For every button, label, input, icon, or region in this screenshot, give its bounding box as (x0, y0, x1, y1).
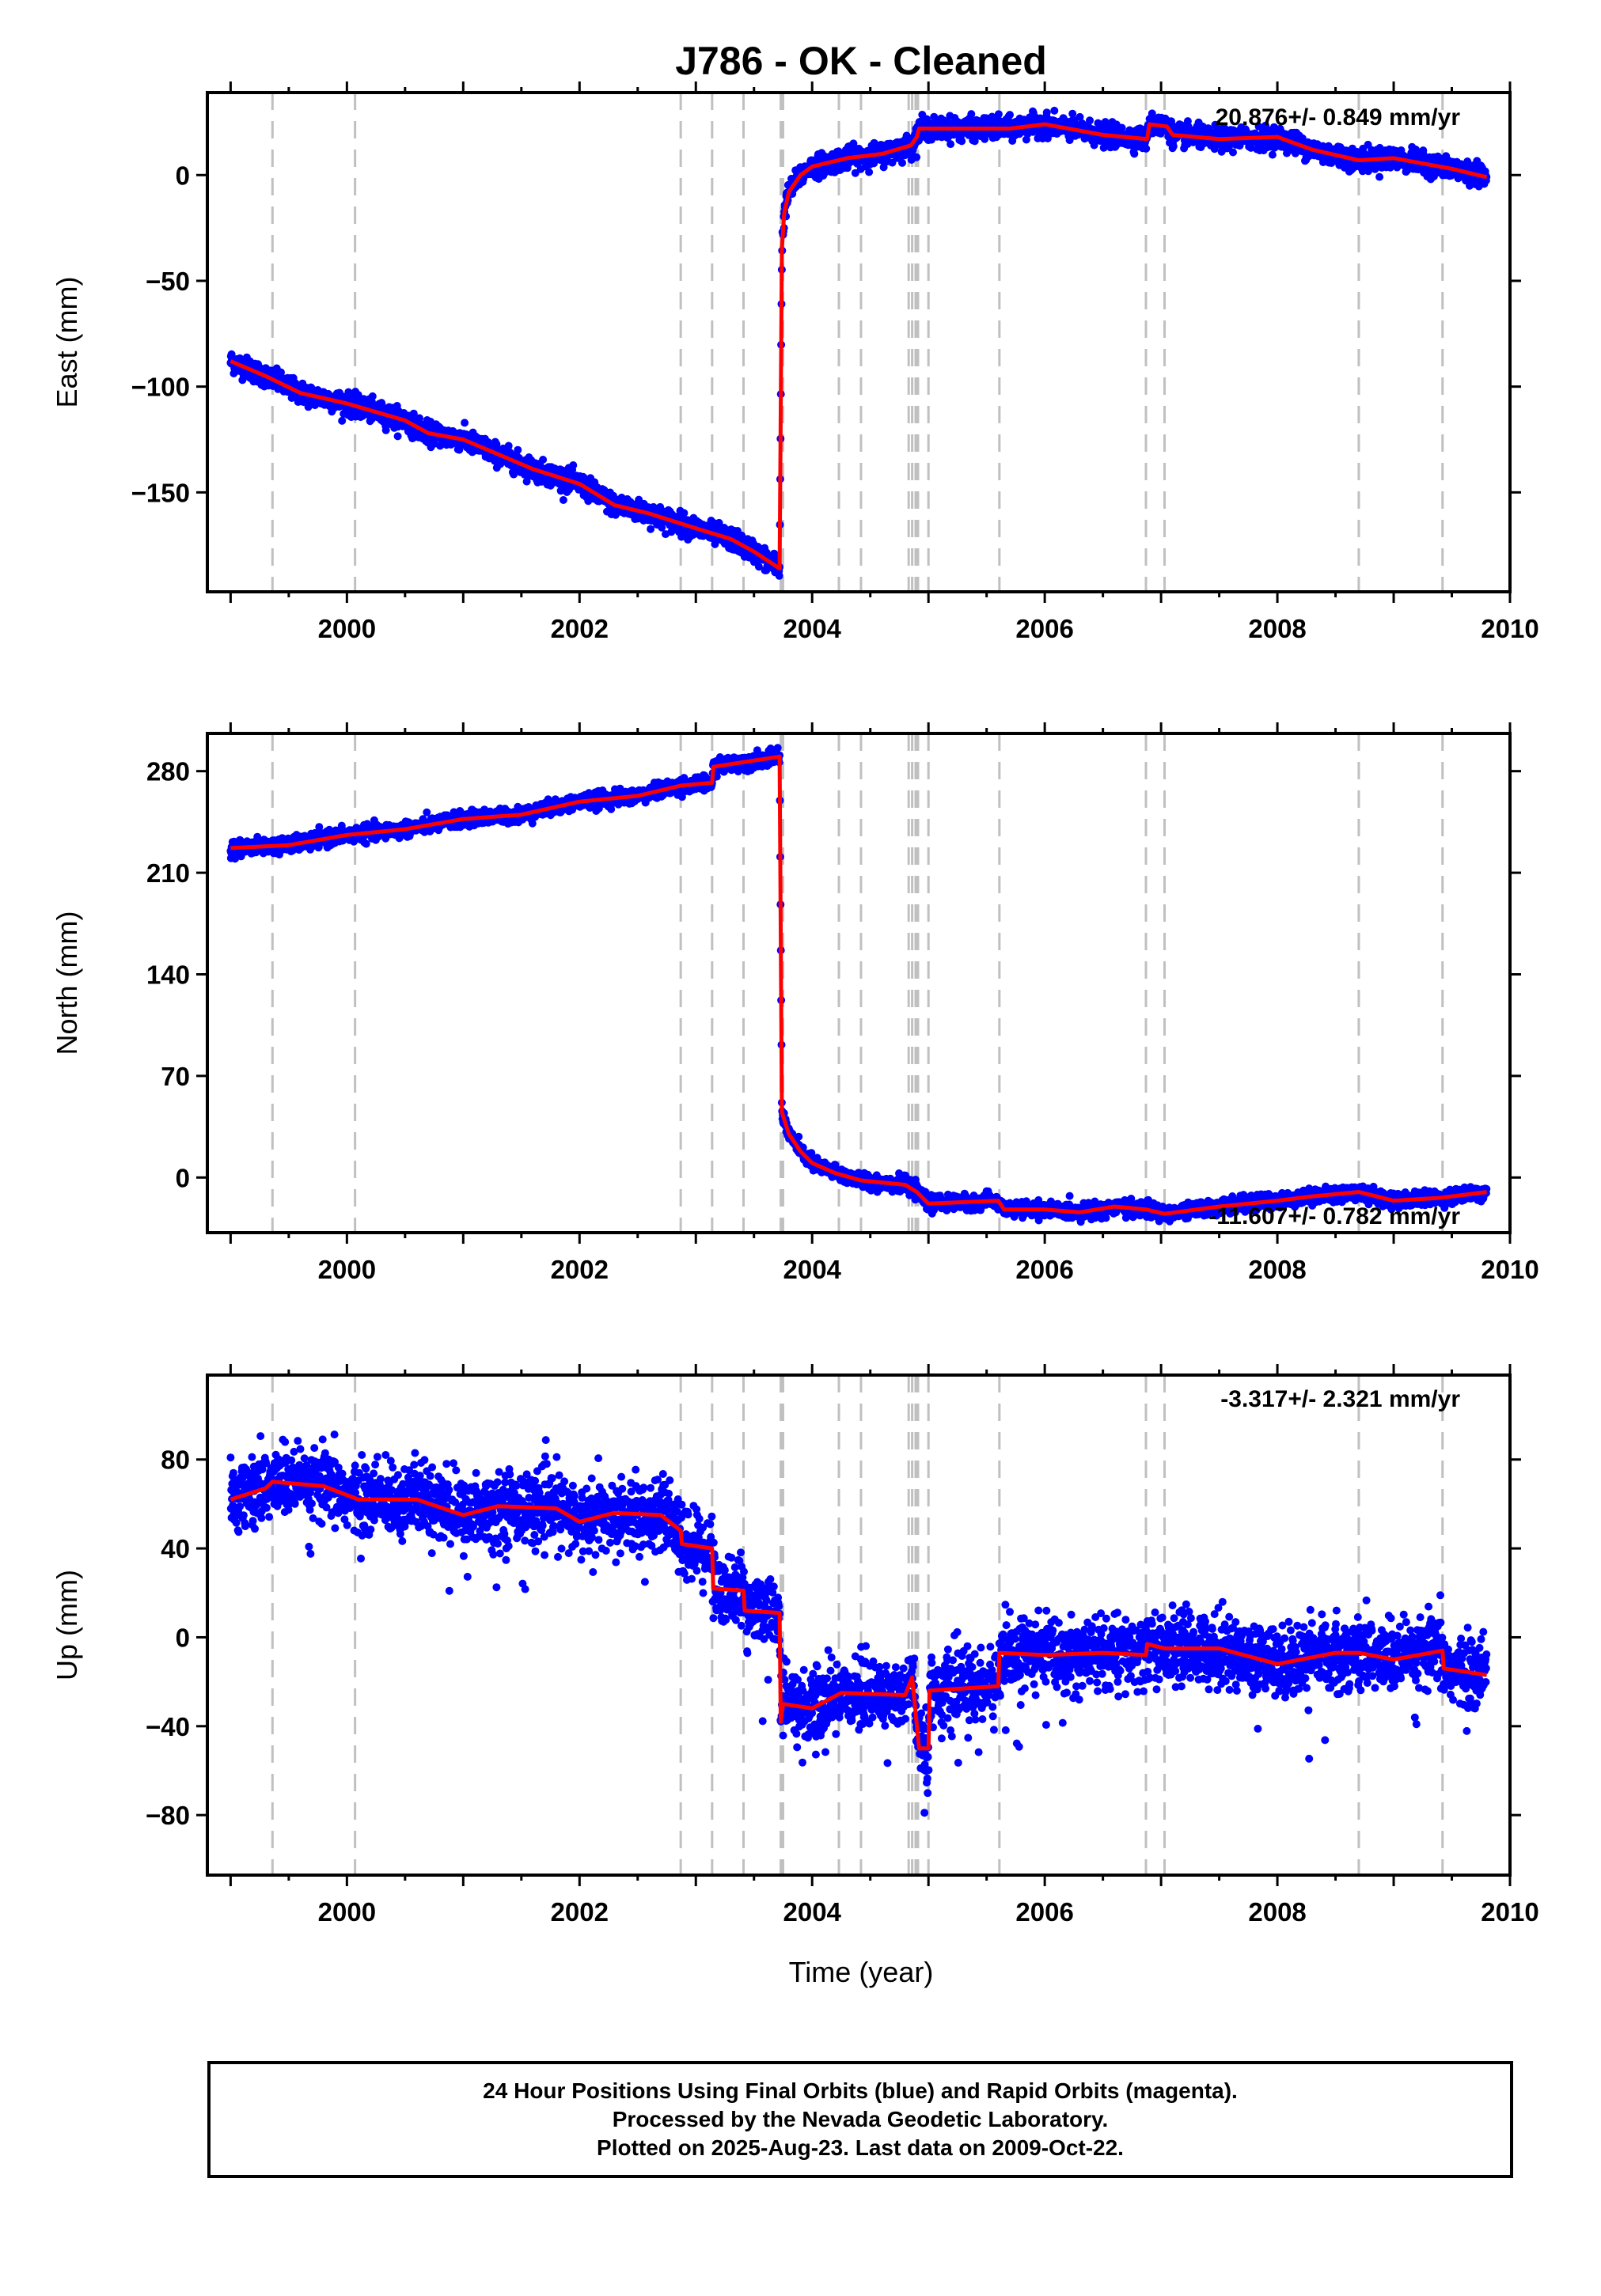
rate-annotation: 20.876+/- 0.849 mm/yr (1216, 104, 1461, 131)
x-tick-label: 2006 (1015, 614, 1073, 643)
data-point (967, 110, 976, 119)
data-point (337, 821, 346, 830)
x-tick-label: 2004 (783, 614, 842, 643)
data-point (879, 163, 888, 172)
y-tick-label: 0 (176, 161, 190, 190)
data-point (888, 158, 897, 167)
data-point (647, 525, 655, 533)
data-points (226, 106, 1491, 580)
data-point (1006, 111, 1014, 119)
data-point (912, 153, 921, 161)
data-point (775, 571, 783, 580)
data-point (947, 140, 955, 149)
data-point (1117, 123, 1126, 132)
x-tick-label: 2008 (1248, 614, 1306, 643)
data-point (510, 470, 518, 479)
data-point (430, 439, 438, 448)
data-point (423, 808, 431, 816)
data-point (851, 169, 859, 177)
data-point (338, 416, 347, 425)
x-tick-label: 2002 (551, 614, 609, 643)
figure-title: J786 - OK - Cleaned (675, 39, 1047, 83)
data-point (1142, 144, 1151, 153)
y-tick-label: −150 (131, 478, 190, 507)
x-tick-label: 2000 (318, 614, 376, 643)
data-point (1229, 148, 1237, 157)
data-point (1050, 106, 1059, 115)
data-point (680, 509, 689, 517)
plot-frame (206, 91, 1512, 593)
data-point (898, 158, 906, 167)
data-point (539, 456, 548, 464)
data-point (1375, 172, 1384, 181)
data-point (393, 432, 402, 441)
data-point (381, 426, 390, 434)
data-point (958, 137, 966, 146)
data-point (1169, 142, 1178, 150)
data-point (754, 563, 763, 571)
east-panel: 2000 2002 2004 2006 2008 2010 −150 −100 −50 0 East… (51, 81, 1539, 643)
x-tick-label: 2010 (1481, 614, 1538, 643)
north-panel: 2000 2002 2004 2006 2008 2010070140210280Nort… (51, 722, 1539, 1284)
data-point (514, 445, 522, 454)
data-point (1184, 122, 1193, 131)
data-point (559, 496, 567, 504)
model-line (230, 122, 1488, 571)
y-tick-label: −50 (146, 267, 190, 296)
data-point (1268, 150, 1277, 159)
data-points (226, 744, 1491, 1226)
data-point (315, 823, 324, 832)
data-point (569, 461, 578, 469)
data-point (1042, 108, 1051, 117)
data-point (865, 168, 874, 176)
data-point (1246, 143, 1255, 152)
data-point (362, 839, 370, 848)
data-point (1086, 116, 1094, 125)
data-point (1076, 112, 1084, 121)
data-point (658, 523, 666, 532)
data-point (994, 110, 1003, 119)
y-tick-label: −100 (131, 373, 190, 402)
data-point (368, 392, 377, 400)
data-point (461, 419, 469, 427)
data-point (504, 441, 513, 450)
data-point (277, 368, 285, 377)
y-axis-label: East (mm) (51, 277, 83, 408)
data-point (1068, 109, 1077, 118)
data-point (1130, 150, 1139, 158)
